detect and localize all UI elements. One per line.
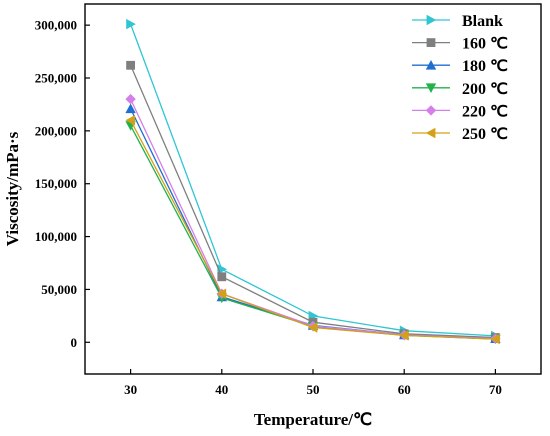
series-line	[130, 98, 496, 340]
legend-marker	[426, 38, 436, 47]
y-tick-label: 50,000	[41, 282, 77, 297]
x-tick-label: 60	[398, 382, 411, 397]
legend-label: 220 ℃	[462, 103, 508, 120]
legend-label: 200 ℃	[462, 81, 508, 98]
x-tick-label: 50	[307, 382, 320, 397]
data-point	[125, 93, 136, 105]
legend-item: 220 ℃	[412, 103, 508, 120]
data-point	[399, 330, 409, 341]
series-4	[125, 93, 501, 344]
legend-label: Blank	[462, 13, 503, 30]
legend-item: 180 ℃	[412, 58, 508, 75]
x-tick-label: 70	[489, 382, 502, 397]
series-line	[130, 65, 496, 339]
y-tick-label: 100,000	[35, 229, 77, 244]
y-axis-title: Viscosity/mPa·s	[3, 131, 22, 246]
data-point	[217, 272, 227, 282]
data-point	[216, 288, 227, 299]
series-line	[129, 23, 496, 337]
series-0	[126, 18, 501, 342]
axes: 0 50,000 100,000 150,000 200,000 250,000 300,0…	[35, 3, 542, 397]
data-point	[307, 322, 318, 333]
legend-marker	[425, 83, 437, 93]
x-axis-title: Temperature/℃	[254, 410, 372, 429]
data-point	[125, 103, 136, 114]
legend: Blank 160 ℃ 180 ℃ 200 ℃ 220 ℃ 250 ℃	[412, 13, 508, 143]
y-tick-label: 200,000	[35, 123, 77, 138]
series-line	[130, 125, 496, 340]
legend-marker	[426, 14, 437, 26]
data-point	[126, 60, 135, 70]
legend-marker	[425, 127, 436, 139]
series-1	[126, 60, 500, 342]
legend-marker	[425, 60, 437, 70]
legend-item: 160 ℃	[412, 36, 508, 53]
y-tick-label: 0	[71, 335, 78, 350]
legend-label: 160 ℃	[462, 36, 508, 53]
series-group	[125, 18, 501, 345]
x-tick-label: 40	[215, 382, 228, 397]
data-point	[490, 333, 500, 345]
series-5	[125, 115, 500, 345]
x-tick-label: 30	[124, 382, 137, 397]
y-tick-label: 300,000	[35, 18, 77, 33]
legend-label: 250 ℃	[462, 126, 508, 143]
data-point	[125, 115, 135, 126]
data-point	[126, 18, 136, 30]
y-tick-label: 150,000	[35, 176, 77, 191]
y-tick-label: 250,000	[35, 71, 77, 86]
series-3	[125, 121, 501, 345]
legend-label: 180 ℃	[462, 58, 508, 75]
legend-item: Blank	[412, 13, 503, 30]
legend-marker	[425, 105, 437, 116]
legend-item: 200 ℃	[412, 81, 508, 98]
legend-item: 250 ℃	[412, 126, 508, 143]
